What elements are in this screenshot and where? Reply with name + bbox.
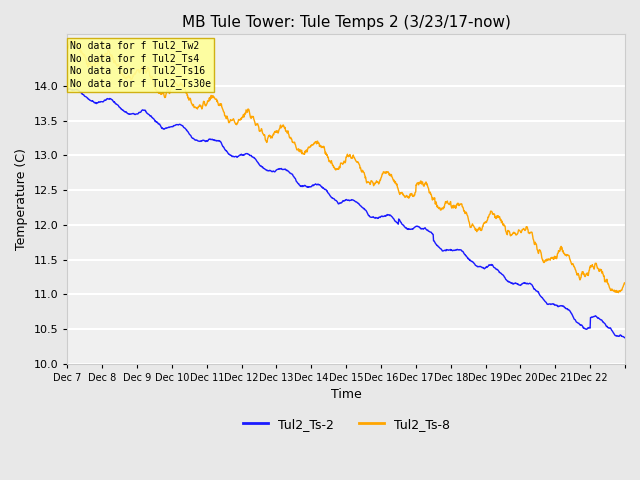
Y-axis label: Temperature (C): Temperature (C) bbox=[15, 148, 28, 250]
X-axis label: Time: Time bbox=[331, 388, 362, 401]
Text: No data for f Tul2_Tw2
No data for f Tul2_Ts4
No data for f Tul2_Ts16
No data fo: No data for f Tul2_Tw2 No data for f Tul… bbox=[70, 40, 211, 89]
Title: MB Tule Tower: Tule Temps 2 (3/23/17-now): MB Tule Tower: Tule Temps 2 (3/23/17-now… bbox=[182, 15, 511, 30]
Legend: Tul2_Ts-2, Tul2_Ts-8: Tul2_Ts-2, Tul2_Ts-8 bbox=[237, 413, 454, 436]
